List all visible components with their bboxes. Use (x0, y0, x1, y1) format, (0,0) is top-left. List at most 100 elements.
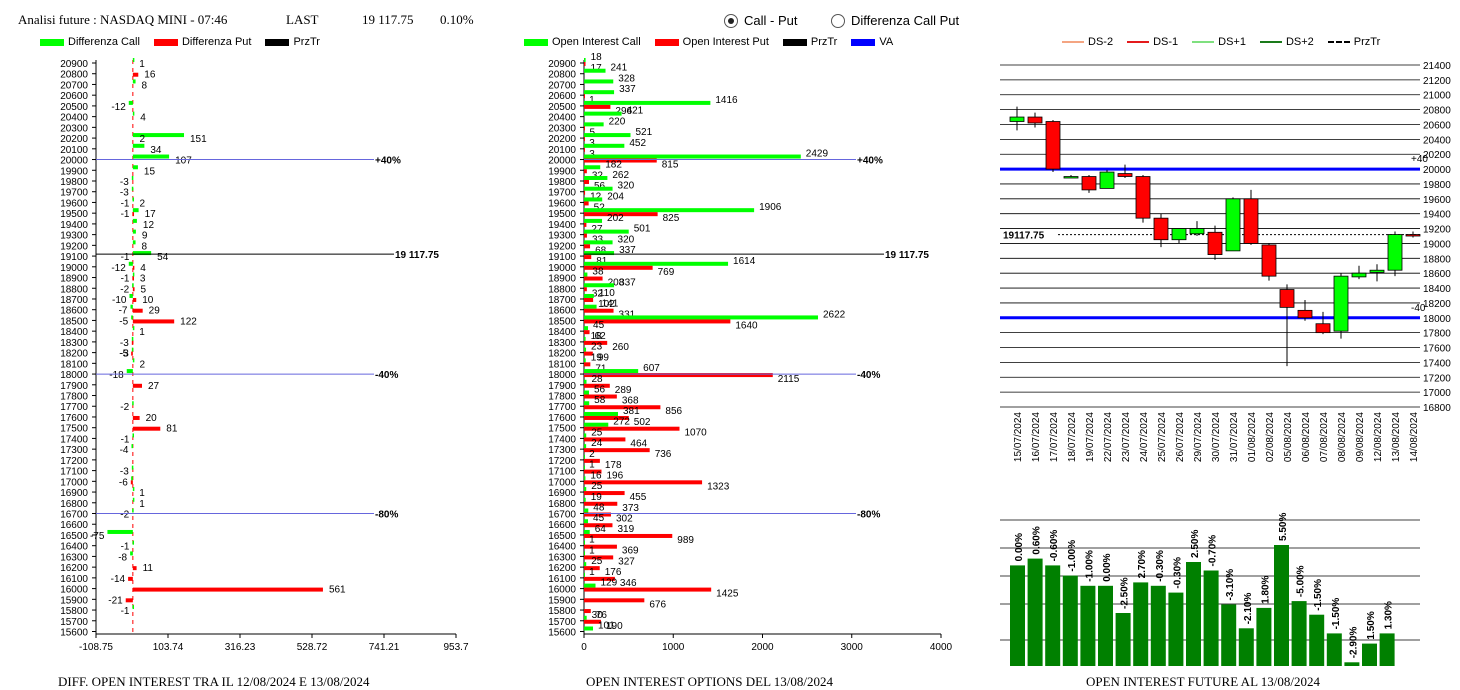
y-tick-label: 18500 (548, 316, 576, 327)
y-tick-label: 16700 (548, 510, 576, 521)
y-tick-label: 18400 (1423, 284, 1451, 295)
y-tick-label: 17500 (548, 424, 576, 435)
y-tick-label: 17300 (60, 445, 88, 456)
bar-call (131, 336, 134, 341)
x-tick-label: 1000 (662, 642, 685, 653)
candle-body (1243, 198, 1259, 244)
bar-put (584, 469, 602, 474)
y-tick-label: 18200 (1423, 299, 1451, 310)
x-tick-label: 31/07/2024 (1229, 412, 1240, 462)
radio-indicator (831, 13, 845, 28)
y-tick-label: 17600 (1423, 344, 1451, 355)
oi-bar-label: 1.80% (1260, 575, 1271, 603)
data-label-put: 464 (630, 438, 647, 449)
y-tick-label: 19200 (60, 241, 88, 252)
data-label: 1 (139, 488, 145, 499)
y-tick-label: 18300 (60, 338, 88, 349)
x-tick-label: 103.74 (153, 642, 184, 653)
bar-call (584, 615, 587, 620)
y-tick-label: 18900 (60, 274, 88, 285)
bar-put (584, 276, 603, 281)
data-label-put: 331 (619, 310, 636, 321)
bar-call (132, 251, 152, 256)
y-tick-label: 17900 (548, 381, 576, 392)
legend-item: Differenza Put (153, 36, 251, 48)
data-label-call: 56 (594, 385, 606, 396)
bar-call (132, 272, 135, 277)
y-tick-label: 16800 (548, 499, 576, 510)
bar-call (584, 208, 755, 213)
bar-call (584, 79, 614, 84)
data-label-put: 3 (589, 149, 595, 160)
bar-call (584, 90, 615, 95)
bar-call (132, 165, 138, 170)
data-label-call: 19 (591, 352, 603, 363)
data-label-put: 62 (595, 331, 607, 342)
y-tick-label: 18500 (60, 316, 88, 327)
data-label: -5 (119, 316, 128, 327)
radio-diff-call-put[interactable]: Differenza Call Put (831, 13, 959, 28)
bar-put (584, 126, 585, 131)
data-label: 4 (140, 263, 146, 274)
y-tick-label: 21200 (1423, 76, 1451, 87)
oi-bar (1062, 575, 1078, 666)
candle-body (1261, 244, 1277, 277)
oi-bar-label: -5.00% (1296, 565, 1307, 597)
data-label: 1 (139, 59, 145, 70)
y-tick-label: 18100 (548, 359, 576, 370)
oi-bar (1362, 643, 1377, 666)
bar-call (584, 336, 586, 341)
bar-call (132, 326, 135, 331)
candle-body (1387, 234, 1403, 271)
bar-call (584, 261, 729, 266)
y-tick-label: 18100 (60, 359, 88, 370)
bar-call (584, 133, 631, 138)
data-label-call: 30 (592, 610, 604, 621)
y-tick-label: 18800 (548, 284, 576, 295)
data-label-put: 502 (634, 417, 651, 428)
y-tick-label: 17500 (60, 424, 88, 435)
bar-put (584, 619, 601, 624)
y-tick-label: 20500 (548, 102, 576, 113)
y-tick-label: 17000 (548, 477, 576, 488)
data-label-call: 182 (605, 159, 622, 170)
caption-right: OPEN INTEREST FUTURE AL 13/08/2024 (1086, 674, 1321, 689)
y-tick-label: 16500 (60, 531, 88, 542)
oi-bar (1238, 628, 1254, 666)
oi-bar (1080, 585, 1096, 666)
candle-body (1315, 323, 1331, 334)
bar-call (131, 175, 134, 180)
data-label-call: 18 (591, 52, 603, 63)
data-label: 27 (148, 381, 160, 392)
header-title: Analisi future : NASDAQ MINI - 07:46 (18, 12, 228, 27)
y-tick-label: 19000 (1423, 239, 1451, 250)
y-tick-label: 16900 (60, 488, 88, 499)
bar-call (132, 133, 185, 138)
oi-bar (1291, 601, 1307, 666)
bar-call (131, 347, 134, 352)
bar-call (132, 208, 139, 213)
y-tick-label: 19500 (548, 209, 576, 220)
candle-body (1351, 272, 1367, 278)
bar-call (584, 444, 587, 449)
data-label: 561 (329, 585, 346, 596)
data-label: 3 (140, 274, 146, 285)
data-label: 54 (157, 252, 169, 263)
bar-call (584, 283, 615, 288)
bar-put (584, 362, 591, 367)
bar-put (584, 319, 731, 324)
bar-put (584, 383, 610, 388)
data-label: 12 (143, 220, 155, 231)
y-tick-label: 17400 (60, 434, 88, 445)
x-tick-label: 14/08/2024 (1409, 412, 1420, 462)
bar-put (132, 287, 135, 292)
radio-call-put[interactable]: Call - Put (724, 13, 797, 28)
bar-put (584, 512, 611, 517)
x-tick-label: 01/08/2024 (1247, 412, 1258, 462)
bar-call (584, 100, 711, 105)
x-tick-label: 16/07/2024 (1031, 412, 1042, 462)
data-label: -2 (120, 284, 129, 295)
y-tick-label: 19400 (1423, 210, 1451, 221)
y-tick-label: 16600 (548, 520, 576, 531)
data-label-put: 1640 (735, 320, 758, 331)
